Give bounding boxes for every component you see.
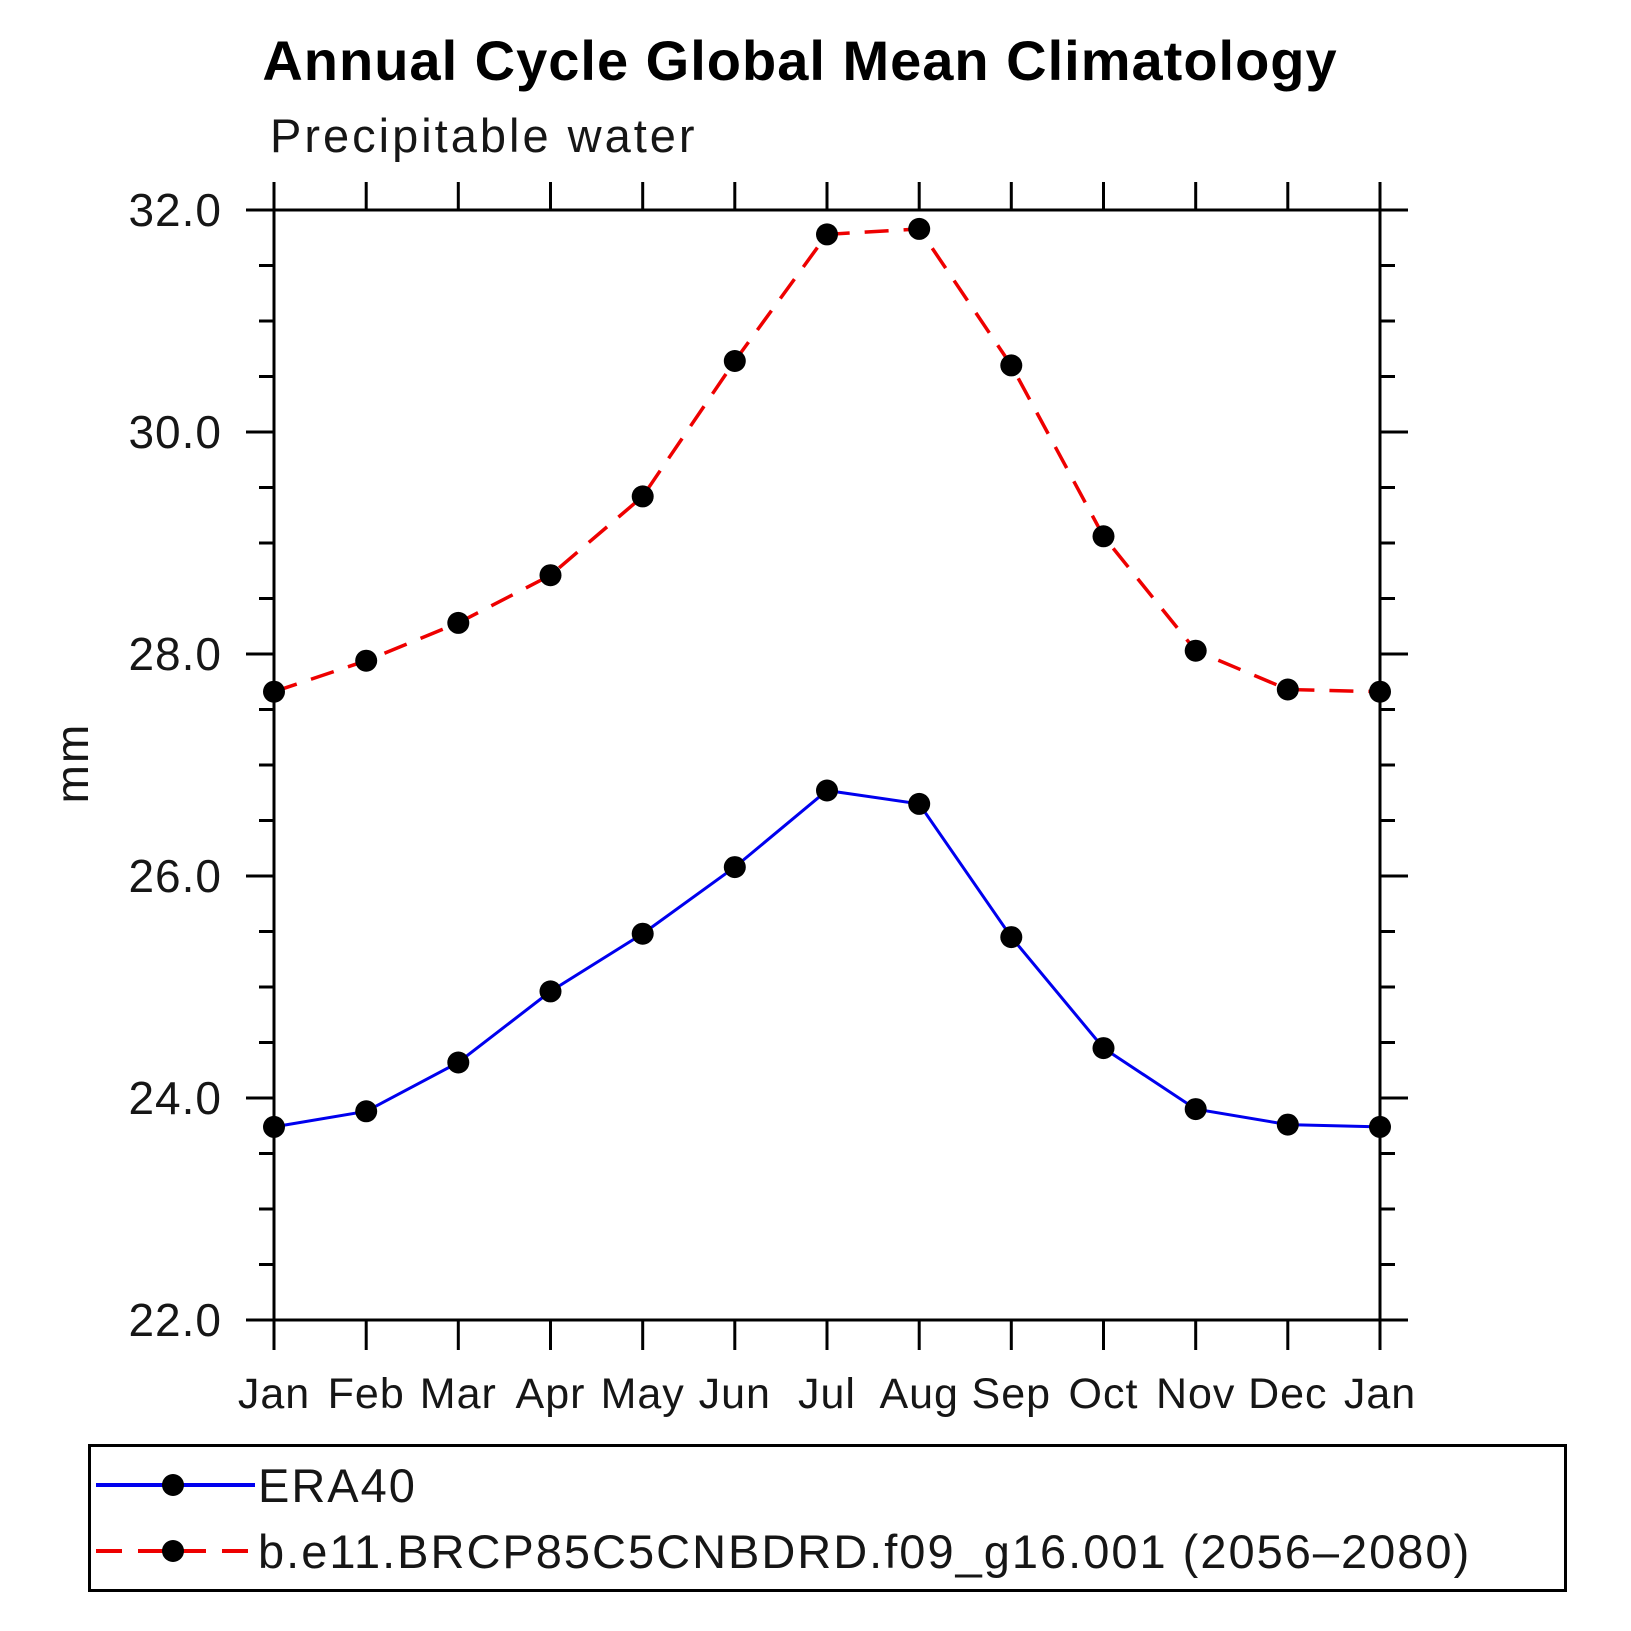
y-tick-label: 30.0 [128, 406, 222, 458]
page-title: Annual Cycle Global Mean Climatology [262, 29, 1338, 92]
data-point-marker [908, 217, 931, 240]
data-point-marker [355, 1100, 378, 1123]
data-point-marker [1000, 354, 1023, 377]
data-point-marker [355, 649, 378, 672]
x-tick-label: Jan [1344, 1370, 1416, 1418]
data-point-marker [723, 350, 746, 372]
plot-frame [272, 208, 1382, 1322]
data-point-marker [263, 680, 285, 703]
data-point-marker [816, 223, 838, 246]
y-tick-label: 32.0 [128, 184, 222, 236]
data-point-marker [447, 611, 470, 634]
x-tick-label: Aug [879, 1370, 959, 1418]
x-tick-label: Jun [699, 1370, 771, 1418]
data-point-marker [1092, 1037, 1115, 1060]
data-point-marker [1184, 639, 1207, 662]
x-tick-label: Jan [238, 1370, 310, 1418]
x-tick-label: Feb [328, 1370, 405, 1418]
data-point-marker [539, 564, 562, 587]
legend-label-model: b.e11.BRCP85C5CNBDRD.f09_g16.001 (2056–2… [258, 1524, 1472, 1578]
legend-box: ERA40 b.e11.BRCP85C5CNBDRD.f09_g16.001 (… [88, 1444, 1567, 1592]
data-point-marker [1184, 1098, 1207, 1121]
legend-marker-dot [162, 1540, 184, 1562]
data-point-marker [1276, 1113, 1299, 1136]
data-point-marker [631, 485, 654, 508]
data-point-marker [908, 792, 931, 815]
y-tick-label: 26.0 [128, 850, 222, 902]
legend-sample-model [96, 1540, 255, 1562]
data-point-marker [1369, 680, 1391, 703]
y-tick-label: 22.0 [128, 1294, 222, 1346]
x-tick-label: Jul [798, 1370, 856, 1418]
data-point-marker [1276, 678, 1299, 701]
data-point-marker [447, 1051, 470, 1074]
data-point-marker [1000, 926, 1023, 949]
legend-item-model: b.e11.BRCP85C5CNBDRD.f09_g16.001 (2056–2… [95, 1525, 1471, 1578]
series-line-1 [273, 227, 1381, 694]
data-point-marker [1092, 525, 1115, 548]
legend-marker-dot [162, 1474, 184, 1496]
data-point-marker [631, 922, 654, 945]
data-point-marker [263, 1115, 285, 1138]
x-tick-label: Mar [420, 1370, 497, 1418]
series-line-0 [273, 788, 1381, 1129]
x-tick-label: Nov [1156, 1370, 1235, 1418]
data-point-marker [539, 980, 562, 1003]
data-point-marker [816, 779, 838, 802]
legend-sample-era40 [96, 1474, 255, 1496]
y-tick-label: 24.0 [128, 1072, 222, 1124]
x-tick-label: Apr [516, 1370, 586, 1418]
y-tick-label: 28.0 [128, 628, 222, 680]
x-tick-label: Sep [972, 1370, 1052, 1418]
data-point-marker [723, 856, 746, 879]
x-tick-label: Dec [1248, 1370, 1327, 1418]
legend-item-era40: ERA40 [95, 1459, 417, 1512]
x-tick-label: May [601, 1370, 685, 1418]
chart-subtitle: Precipitable water [270, 109, 698, 162]
legend-label-era40: ERA40 [258, 1458, 417, 1512]
data-point-marker [1369, 1115, 1391, 1138]
x-tick-label: Oct [1069, 1370, 1139, 1418]
